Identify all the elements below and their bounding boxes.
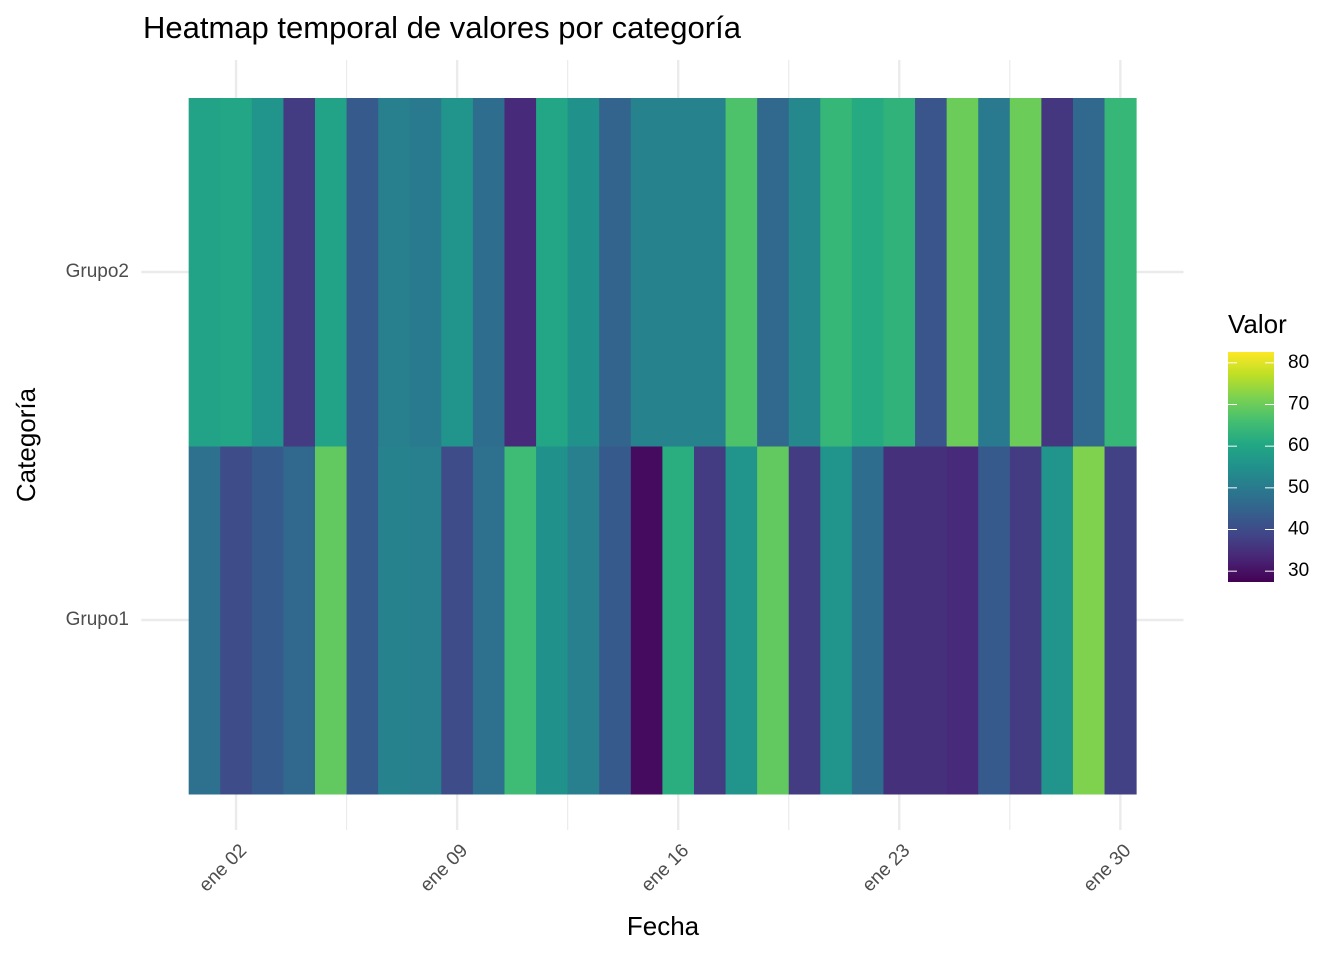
- heat-cell: [1041, 98, 1074, 447]
- heat-cell: [725, 98, 758, 447]
- heat-cell: [820, 98, 853, 447]
- x-axis-label: Fecha: [627, 911, 700, 941]
- heat-cell: [788, 98, 821, 447]
- heat-cell: [1041, 446, 1074, 795]
- colorbar: [1228, 352, 1274, 582]
- heat-cell: [978, 98, 1011, 447]
- heat-cell: [1104, 446, 1137, 795]
- heat-cell: [1072, 98, 1106, 447]
- heat-cell: [536, 98, 569, 447]
- heat-cell: [851, 446, 884, 795]
- heat-cell: [662, 446, 695, 795]
- heat-cell: [220, 446, 253, 795]
- heat-cell: [599, 98, 632, 447]
- heat-cell: [315, 98, 348, 447]
- heat-cell: [472, 98, 505, 447]
- colorbar-tick-label: 30: [1288, 560, 1309, 581]
- heat-cell: [567, 446, 600, 795]
- heat-cell: [662, 98, 695, 447]
- heat-cell: [346, 446, 379, 795]
- heat-cell: [946, 446, 979, 795]
- x-tick-label: ene 30: [1079, 840, 1135, 896]
- heat-cell: [1104, 98, 1137, 447]
- heat-cell: [851, 98, 884, 447]
- heat-cell: [757, 98, 790, 447]
- heat-cell: [441, 446, 474, 795]
- heat-cell: [251, 98, 284, 447]
- heat-cell: [757, 446, 790, 795]
- y-tick-label: Grupo1: [66, 609, 129, 630]
- heat-cell: [788, 446, 821, 795]
- heat-cell: [693, 446, 727, 795]
- heat-cell: [946, 98, 979, 447]
- heat-cell: [378, 98, 411, 447]
- heat-cell: [283, 446, 316, 795]
- heat-cell: [188, 446, 221, 795]
- heat-cell: [630, 446, 663, 795]
- heat-cell: [693, 98, 727, 447]
- heat-cell: [1009, 98, 1042, 447]
- heat-cell: [283, 98, 316, 447]
- heat-cell: [315, 446, 348, 795]
- heat-cell: [1072, 446, 1106, 795]
- heat-cell: [915, 446, 948, 795]
- heat-cell: [188, 98, 221, 447]
- colorbar-tick-label: 40: [1288, 519, 1309, 540]
- heat-cell: [409, 98, 442, 447]
- x-tick-label: ene 02: [195, 840, 251, 896]
- y-tick-label: Grupo2: [66, 261, 129, 282]
- heat-cell: [567, 98, 600, 447]
- heat-cell: [915, 98, 948, 447]
- x-tick-label: ene 16: [637, 840, 693, 896]
- x-tick-label: ene 23: [858, 840, 914, 896]
- heat-cell: [346, 98, 379, 447]
- colorbar-tick-label: 60: [1288, 435, 1309, 456]
- colorbar-tick-label: 50: [1288, 477, 1309, 498]
- heat-cell: [883, 98, 916, 447]
- heat-cell: [1009, 446, 1042, 795]
- heat-cell: [883, 446, 916, 795]
- heat-cell: [409, 446, 442, 795]
- heat-cell: [978, 446, 1011, 795]
- x-tick-label: ene 09: [416, 840, 472, 896]
- heat-cell: [599, 446, 632, 795]
- chart-title: Heatmap temporal de valores por categorí…: [143, 10, 742, 45]
- heat-cell: [504, 446, 537, 795]
- heat-cell: [630, 98, 663, 447]
- tiles: [188, 98, 1137, 795]
- heat-cell: [504, 98, 537, 447]
- y-axis-label: Categoría: [11, 387, 41, 502]
- colorbar-tick-label: 70: [1288, 394, 1309, 415]
- heat-cell: [441, 98, 474, 447]
- heat-cell: [220, 98, 253, 447]
- heat-cell: [378, 446, 411, 795]
- colorbar-tick-label: 80: [1288, 352, 1309, 373]
- heat-cell: [472, 446, 505, 795]
- heat-cell: [536, 446, 569, 795]
- heat-cell: [725, 446, 758, 795]
- heat-cell: [251, 446, 284, 795]
- heat-cell: [820, 446, 853, 795]
- legend-title: Valor: [1228, 309, 1287, 339]
